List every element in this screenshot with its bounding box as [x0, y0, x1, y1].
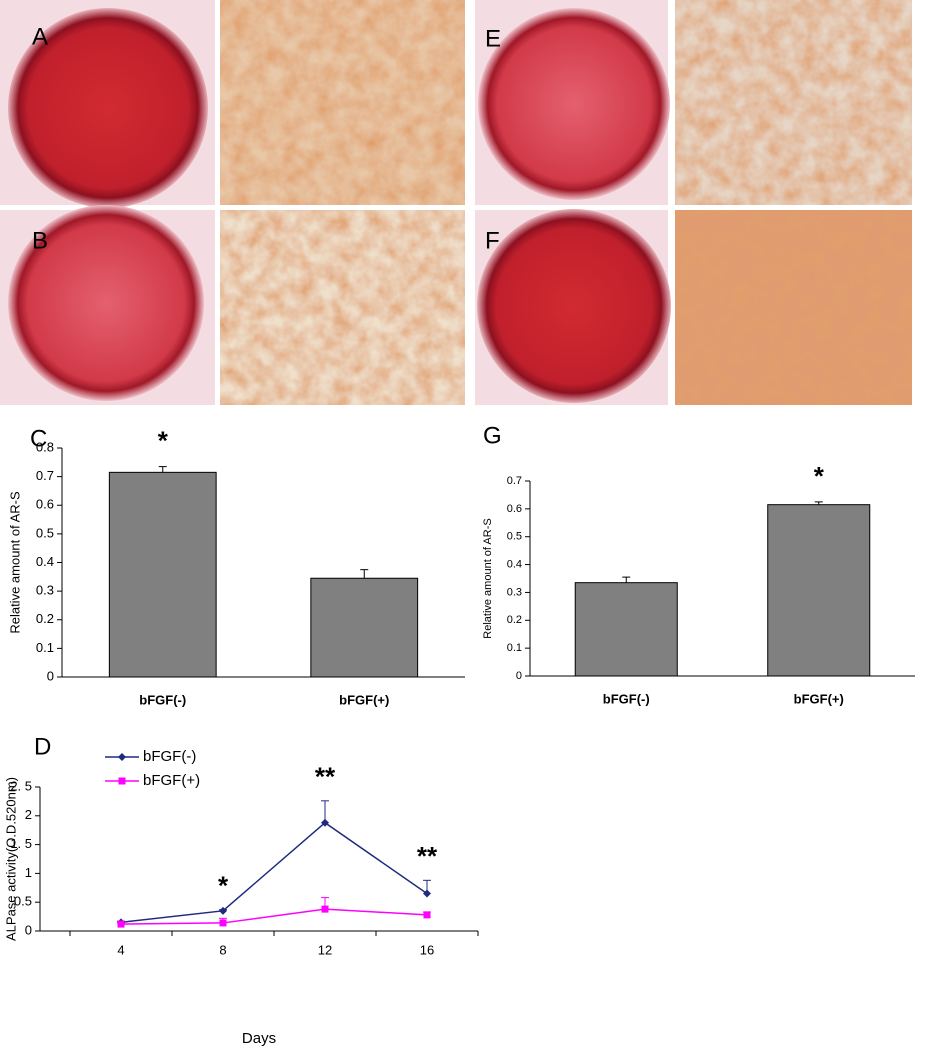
y-tick-label: 0.8 [36, 439, 54, 454]
y-axis-label: Relative amount of AR-S [482, 518, 494, 638]
y-tick-label: 1 [25, 865, 32, 880]
legend-label: bFGF(+) [143, 772, 200, 789]
y-tick-label: 2 [25, 807, 32, 822]
point [117, 920, 125, 928]
annotation: ** [315, 762, 336, 792]
x-tick-label: 12 [318, 942, 332, 957]
panel-label: G [483, 422, 502, 449]
dish [8, 205, 204, 401]
panel-label: B [32, 227, 48, 254]
y-tick-label: 0.7 [507, 475, 522, 487]
y-tick-label: 0.7 [36, 468, 54, 483]
y-tick-label: 2. 5 [10, 778, 32, 793]
y-tick-label: 0.1 [507, 642, 522, 654]
point [423, 889, 431, 898]
annotation: ** [417, 841, 438, 871]
error-bar [158, 466, 167, 473]
annotation: * [158, 425, 169, 455]
panel-label: C [30, 425, 47, 452]
error-bar [622, 576, 631, 583]
dish [478, 8, 670, 200]
bar [108, 471, 217, 678]
line [120, 908, 428, 925]
y-tick-label: 0 [25, 922, 32, 937]
point [219, 906, 227, 915]
legend-label: bFGF(-) [143, 748, 196, 765]
bar [574, 582, 678, 677]
y-tick-label: 0.5 [14, 894, 32, 909]
legend-marker [118, 753, 126, 761]
y-tick-label: 0.3 [507, 586, 522, 598]
y-tick-label: 0.1 [36, 640, 54, 655]
x-axis-label: Days [242, 1030, 276, 1047]
y-tick-label: 0.6 [507, 503, 522, 515]
y-tick-label: 0.2 [36, 611, 54, 626]
y-tick-label: 0.5 [36, 525, 54, 540]
point [321, 905, 329, 913]
line [120, 821, 428, 924]
y-tick-label: 0.4 [36, 554, 54, 569]
point [321, 818, 329, 827]
error-bar [360, 569, 369, 579]
y-tick-label: 0.2 [507, 614, 522, 626]
y-axis-label: ALPase activity(O.D.520nm) [3, 777, 18, 941]
panel-label: E [485, 25, 501, 52]
y-tick-label: 0.4 [507, 558, 522, 570]
y-tick-label: 0.3 [36, 583, 54, 598]
micro-photo [220, 0, 465, 205]
x-tick-label: bFGF(-) [139, 692, 186, 707]
y-tick-label: 0 [516, 670, 522, 682]
point [219, 919, 227, 927]
dish [477, 209, 671, 403]
bar [310, 577, 419, 678]
x-tick-label: 16 [420, 942, 434, 957]
y-axis-label: Relative amount of AR-S [7, 491, 22, 634]
micro-photo [675, 210, 912, 405]
panel-label: D [34, 733, 51, 760]
dish [8, 8, 208, 208]
bar [767, 504, 871, 677]
micro-photo [675, 0, 912, 205]
y-tick-label: 0.5 [507, 531, 522, 543]
photos: A B E F [0, 0, 912, 405]
x-tick-label: bFGF(+) [339, 692, 389, 707]
annotation: * [218, 871, 229, 901]
x-tick-label: bFGF(+) [794, 691, 844, 706]
x-tick-label: bFGF(-) [603, 691, 650, 706]
legend-marker [118, 777, 126, 785]
y-tick-label: 0.6 [36, 497, 54, 512]
panel-label: F [485, 227, 500, 254]
point [423, 911, 431, 919]
panel-label: A [32, 23, 48, 50]
micro-photo [220, 210, 465, 405]
y-tick-label: 1. 5 [10, 836, 32, 851]
x-tick-label: 4 [117, 942, 124, 957]
x-tick-label: 8 [219, 942, 226, 957]
y-tick-label: 0 [47, 668, 54, 683]
annotation: * [814, 461, 825, 491]
error-bar [814, 501, 823, 505]
